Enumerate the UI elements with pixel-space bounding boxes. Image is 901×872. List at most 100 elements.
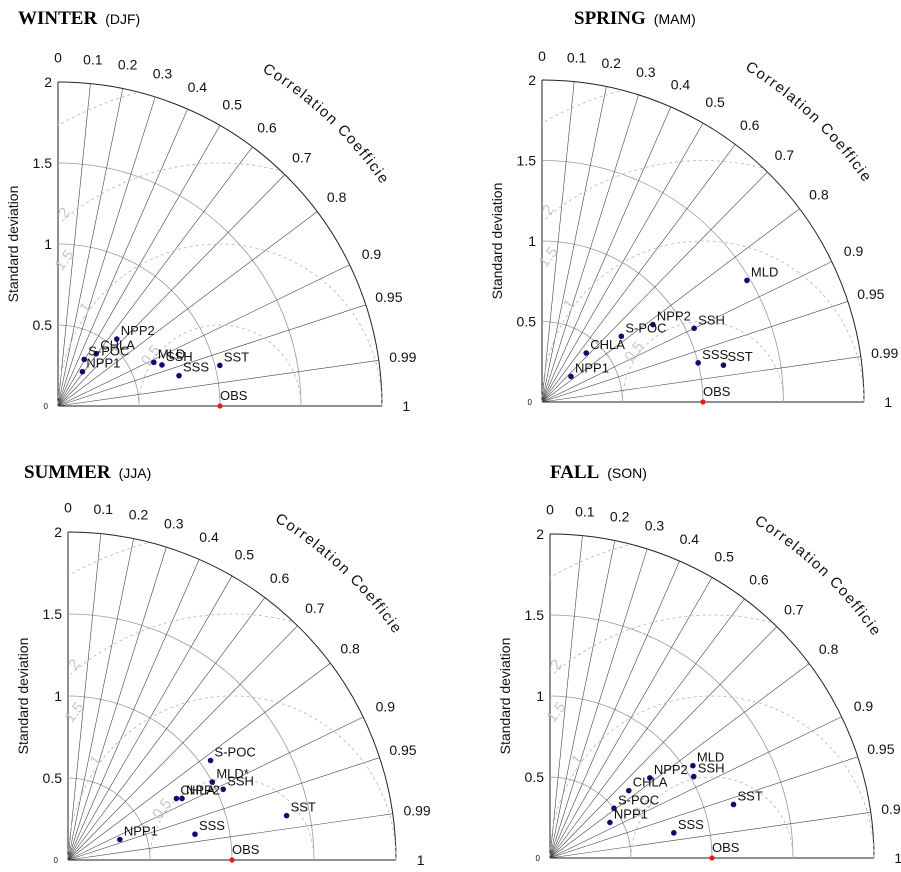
std-arc xyxy=(57,243,221,407)
corr-ray xyxy=(549,598,745,859)
corr-tick-label: 0.7 xyxy=(775,147,795,163)
panel-title: WINTER (DJF) xyxy=(18,8,140,30)
panel-title: SPRING (MAM) xyxy=(574,8,696,30)
corr-tick-label: 0.4 xyxy=(671,77,691,93)
data-point xyxy=(611,805,617,812)
corr-tick-label: 0.2 xyxy=(118,57,138,73)
corr-ray xyxy=(541,94,639,403)
corr-ray xyxy=(67,625,298,861)
std-tick-label: 0 xyxy=(54,856,59,865)
rms-label: 0.5 xyxy=(621,338,647,365)
data-point xyxy=(730,801,737,808)
data-point xyxy=(650,321,656,328)
corr-tick-label: 0.3 xyxy=(153,66,173,82)
taylor-diagram-winter: 0 0.1 0.2 0.3 0.4 0.5 0.6 0.7 0.8 0.9 0.95 0.99 1 0 0.… xyxy=(0,0,417,414)
rms-contour xyxy=(630,776,794,858)
data-point-label: SSH xyxy=(698,312,725,327)
outer-arc xyxy=(549,533,875,859)
data-point-label: S-POC xyxy=(88,343,129,358)
outer-arc xyxy=(67,531,397,861)
rms-contour xyxy=(549,695,875,858)
corr-tick-label: 0 xyxy=(64,499,72,515)
corr-ray xyxy=(67,597,266,861)
corr-ray xyxy=(549,535,583,859)
data-point-label: NPP1 xyxy=(614,806,648,821)
season-months: (JJA) xyxy=(118,465,152,481)
std-tick-label: 1 xyxy=(528,233,536,249)
std-tick-label: 1.5 xyxy=(43,606,63,622)
data-point xyxy=(695,360,701,366)
corr-tick-label: 0.5 xyxy=(705,94,725,110)
season-months: (SON) xyxy=(607,465,647,481)
data-point-label: NPP1 xyxy=(575,360,609,375)
data-point-label: NPP1 xyxy=(124,824,158,839)
corr-ray xyxy=(541,144,736,403)
corr-ray xyxy=(57,96,156,407)
corr-tick-label: 0.9 xyxy=(376,698,396,714)
data-point xyxy=(93,350,100,357)
std-tick-label: 0.5 xyxy=(525,769,545,785)
data-point xyxy=(159,362,165,368)
std-arc xyxy=(541,240,704,403)
corr-ray xyxy=(57,174,286,407)
rms-contour xyxy=(138,324,302,406)
std-arc xyxy=(67,695,233,861)
corr-tick-label: 0.4 xyxy=(199,529,219,545)
y-axis-label: Standard deviation xyxy=(15,638,31,755)
ref-point xyxy=(217,403,223,409)
season-months: (DJF) xyxy=(105,11,141,27)
corr-tick-label: 0 xyxy=(54,50,62,66)
std-tick-label: 0 xyxy=(528,398,533,407)
data-point-label: SSH xyxy=(227,773,254,788)
data-point xyxy=(744,277,750,284)
corr-tick-label: 0.5 xyxy=(222,96,242,112)
season-title: WINTER xyxy=(18,8,98,29)
corr-tick-label: 0.3 xyxy=(636,64,656,80)
data-point xyxy=(583,350,590,356)
ref-label: OBS xyxy=(703,384,731,399)
corr-ray xyxy=(67,757,380,861)
corr-ray xyxy=(541,301,848,403)
corr-tick-label: 1 xyxy=(417,852,425,868)
data-point xyxy=(179,795,185,802)
data-point-label: MLD* xyxy=(216,766,249,781)
data-point-label: CHLA xyxy=(100,338,135,353)
data-point-label: SSS xyxy=(678,817,704,832)
corr-tick-label: 0.99 xyxy=(881,801,901,817)
corr-ray xyxy=(541,356,861,403)
corr-ray xyxy=(549,577,713,859)
corr-axis-label: Correlation Coefficient xyxy=(450,0,875,186)
corr-ray xyxy=(57,264,350,407)
corr-tick-label: 0 xyxy=(538,48,546,64)
ref-label: OBS xyxy=(220,388,248,403)
data-point-label: S-POC xyxy=(215,745,256,760)
data-point xyxy=(671,830,677,836)
corr-ray xyxy=(541,171,768,403)
rms-contour xyxy=(544,160,762,221)
data-point-label: SSS xyxy=(702,347,728,362)
rms-contour xyxy=(541,90,620,124)
corr-tick-label: 0.95 xyxy=(857,286,884,302)
data-point xyxy=(117,836,123,843)
corr-ray xyxy=(541,261,832,403)
taylor-diagram-summer: 0 0.1 0.2 0.3 0.4 0.5 0.6 0.7 0.8 0.9 0.95 0.99 1 0 0.… xyxy=(0,436,431,868)
ref-label: OBS xyxy=(712,840,740,855)
data-point-label: NPP2 xyxy=(121,323,155,338)
data-point xyxy=(209,779,216,785)
corr-ray xyxy=(57,88,124,407)
ref-point xyxy=(709,855,715,861)
std-arc xyxy=(549,614,794,859)
corr-tick-label: 0.8 xyxy=(819,641,839,657)
taylor-diagram-fall: 0 0.1 0.2 0.3 0.4 0.5 0.6 0.7 0.8 0.9 0.95 0.99 1 0 0.… xyxy=(450,436,901,866)
corr-ray xyxy=(549,548,648,859)
rms-contour xyxy=(149,777,315,860)
corr-ray xyxy=(57,304,366,407)
data-point-label: SSS xyxy=(199,818,225,833)
data-point-label: SST xyxy=(727,349,752,364)
std-tick-label: 1.5 xyxy=(517,153,537,169)
corr-tick-label: 1 xyxy=(894,850,901,866)
rms-label: 1 xyxy=(560,296,579,313)
data-point xyxy=(114,336,120,342)
data-point-label: SST xyxy=(291,800,316,815)
data-point xyxy=(618,333,625,340)
